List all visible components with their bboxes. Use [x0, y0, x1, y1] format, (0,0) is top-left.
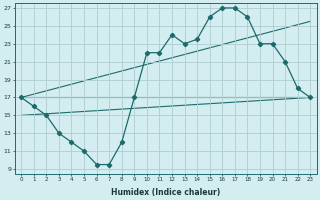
X-axis label: Humidex (Indice chaleur): Humidex (Indice chaleur) [111, 188, 220, 197]
